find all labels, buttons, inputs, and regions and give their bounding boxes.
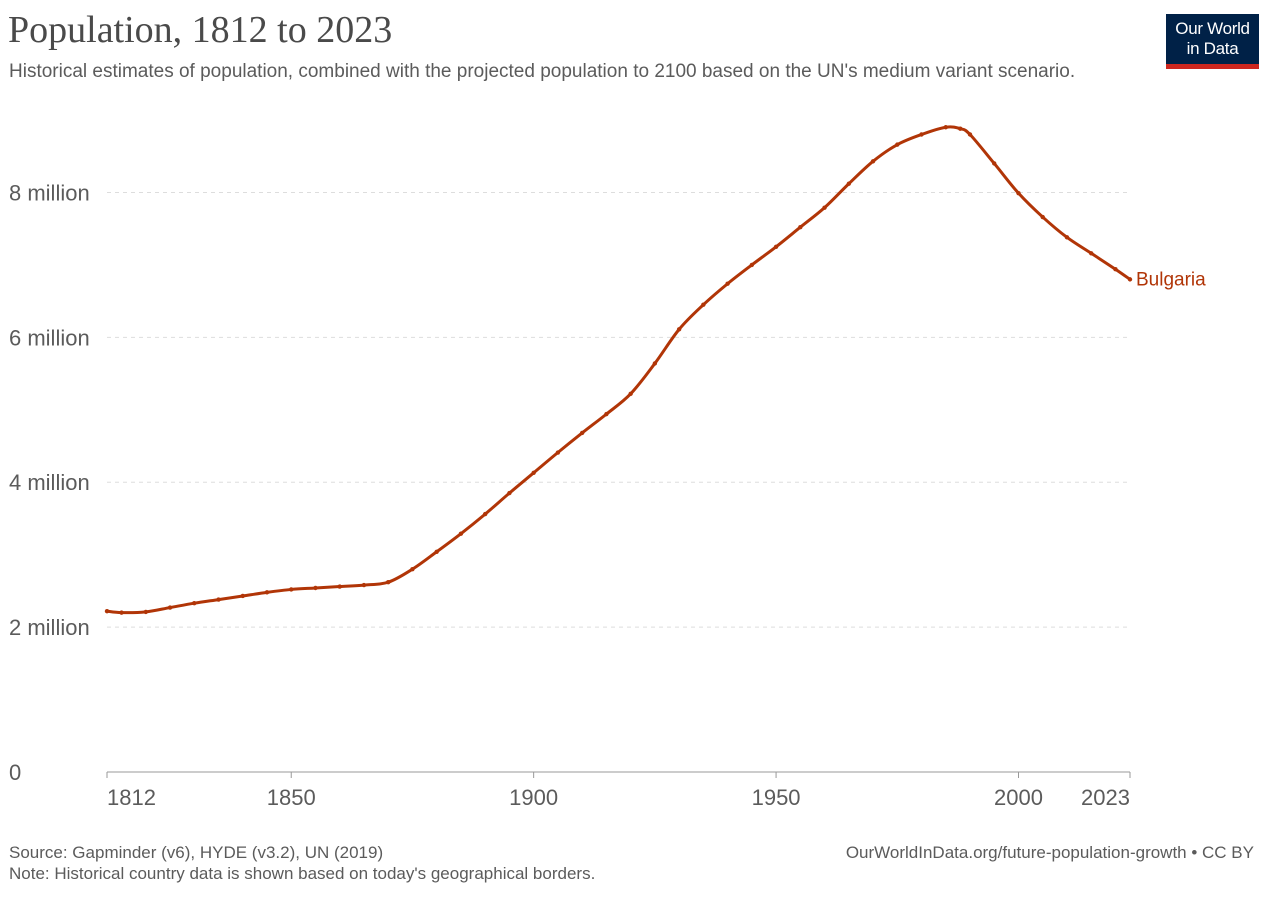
data-point[interactable] bbox=[531, 470, 536, 476]
data-point[interactable] bbox=[967, 132, 973, 137]
data-point[interactable] bbox=[628, 391, 633, 397]
x-tick-label: 1950 bbox=[752, 785, 801, 810]
x-tick-label: 1850 bbox=[267, 785, 316, 810]
data-point[interactable] bbox=[919, 132, 924, 137]
data-point[interactable] bbox=[943, 125, 948, 130]
data-point[interactable] bbox=[652, 361, 658, 366]
series-line-bulgaria[interactable] bbox=[106, 125, 1131, 615]
grid-lines bbox=[107, 191, 1130, 628]
y-tick-label: 2 million bbox=[9, 615, 90, 640]
data-point[interactable] bbox=[434, 549, 439, 554]
y-tick-label: 8 million bbox=[9, 180, 90, 205]
y-axis: 0 2 million 4 million 6 million 8 million bbox=[9, 180, 90, 785]
data-point[interactable] bbox=[773, 244, 779, 249]
y-tick-label: 4 million bbox=[9, 470, 90, 495]
chart-title: Population, 1812 to 2023 bbox=[8, 9, 393, 51]
data-point[interactable] bbox=[216, 597, 221, 602]
data-point[interactable] bbox=[386, 579, 391, 585]
data-point[interactable] bbox=[992, 161, 997, 166]
data-point[interactable] bbox=[337, 584, 342, 589]
data-point[interactable] bbox=[240, 593, 245, 599]
data-point[interactable] bbox=[1113, 267, 1118, 272]
data-point[interactable] bbox=[410, 566, 415, 572]
source-link[interactable]: OurWorldInData.org/future-population-gro… bbox=[845, 843, 1254, 862]
data-point[interactable] bbox=[458, 531, 464, 536]
data-point[interactable] bbox=[604, 411, 609, 417]
data-point[interactable] bbox=[579, 430, 585, 436]
data-point[interactable] bbox=[104, 608, 110, 614]
data-point[interactable] bbox=[1040, 214, 1045, 220]
data-point[interactable] bbox=[482, 511, 488, 517]
data-point[interactable] bbox=[725, 281, 730, 286]
data-point[interactable] bbox=[1127, 277, 1133, 282]
logo-line-1: Our World bbox=[1175, 19, 1250, 38]
data-point[interactable] bbox=[167, 605, 173, 610]
data-point[interactable] bbox=[846, 181, 851, 186]
y-tick-label: 0 bbox=[9, 760, 21, 785]
y-tick-label: 6 million bbox=[9, 325, 90, 350]
x-tick-label: 1900 bbox=[509, 785, 558, 810]
data-point[interactable] bbox=[192, 601, 197, 606]
owid-logo[interactable]: Our World in Data bbox=[1166, 14, 1259, 69]
data-point[interactable] bbox=[507, 490, 512, 496]
logo-accent-bar bbox=[1166, 64, 1259, 69]
data-point[interactable] bbox=[313, 585, 318, 591]
data-point[interactable] bbox=[264, 590, 270, 595]
data-point[interactable] bbox=[676, 327, 682, 332]
line-chart: 0 2 million 4 million 6 million 8 million 18… bbox=[9, 125, 1206, 810]
data-point[interactable] bbox=[701, 302, 706, 307]
data-point[interactable] bbox=[870, 159, 876, 164]
note-text: Note: Historical country data is shown b… bbox=[9, 864, 596, 883]
data-point[interactable] bbox=[1089, 251, 1094, 256]
data-point[interactable] bbox=[798, 225, 803, 230]
data-point[interactable] bbox=[119, 610, 124, 615]
chart-subtitle: Historical estimates of population, comb… bbox=[9, 61, 1076, 82]
x-tick-label: 2023 bbox=[1081, 785, 1130, 810]
series-label: Bulgaria bbox=[1136, 269, 1206, 290]
logo-line-2: in Data bbox=[1186, 39, 1239, 58]
data-point[interactable] bbox=[289, 587, 294, 592]
data-point[interactable] bbox=[958, 126, 963, 131]
series-layer: Bulgaria bbox=[104, 125, 1206, 615]
data-point[interactable] bbox=[749, 262, 755, 268]
data-point[interactable] bbox=[1016, 190, 1021, 196]
data-point[interactable] bbox=[143, 609, 148, 615]
x-tick-label: 1812 bbox=[107, 785, 156, 810]
data-point[interactable] bbox=[1064, 235, 1070, 240]
source-text: Source: Gapminder (v6), HYDE (v3.2), UN … bbox=[9, 843, 384, 862]
data-point[interactable] bbox=[555, 450, 561, 455]
x-axis: 1812 1850 1900 1950 2000 2023 bbox=[106, 771, 1131, 810]
x-tick-label: 2000 bbox=[994, 785, 1043, 810]
data-point[interactable] bbox=[895, 142, 900, 147]
chart-footer: Source: Gapminder (v6), HYDE (v3.2), UN … bbox=[9, 842, 595, 884]
data-point[interactable] bbox=[822, 205, 827, 210]
data-point[interactable] bbox=[361, 582, 367, 588]
